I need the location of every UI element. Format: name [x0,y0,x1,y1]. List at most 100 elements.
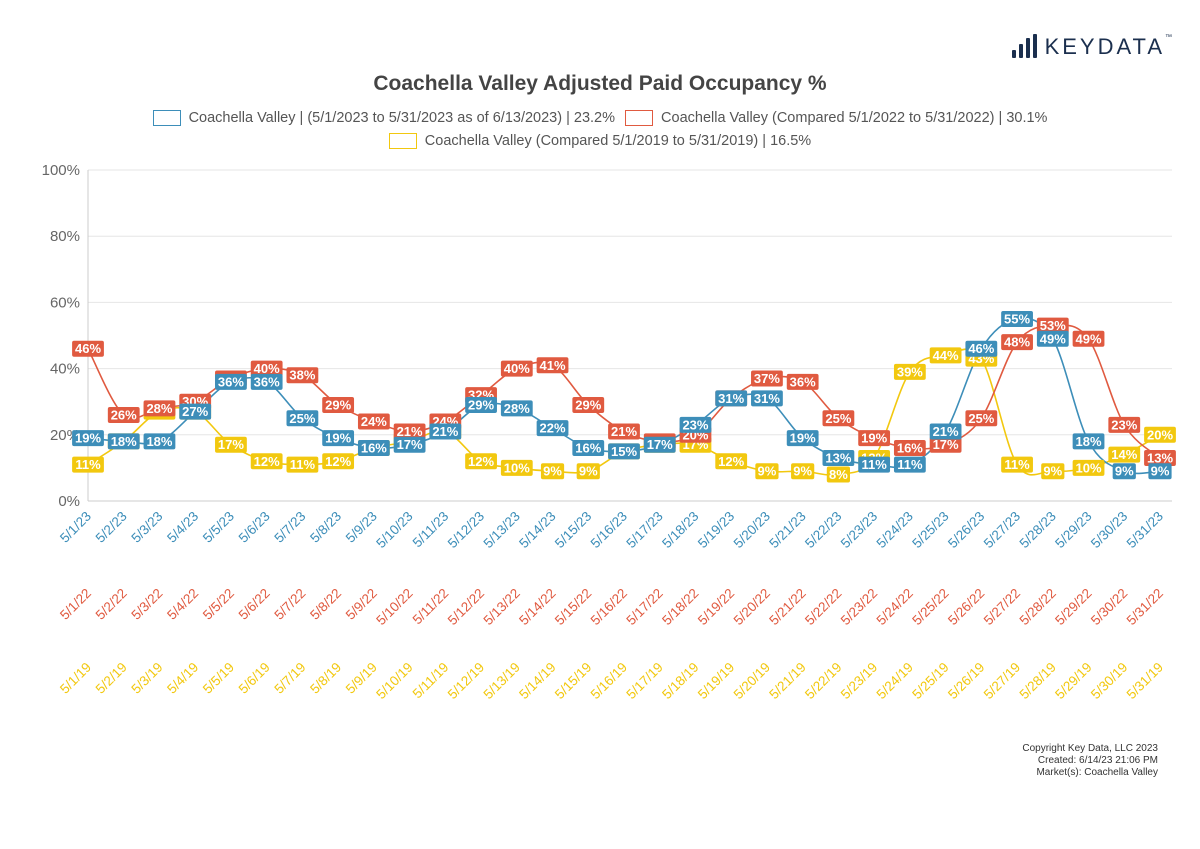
data-label-bg [1072,459,1105,476]
data-label-text: 9% [543,464,562,479]
data-label-text: 25% [289,411,315,426]
x-tick-label-2022: 5/1/22 [57,586,94,623]
data-label-2023-27: 49% [1036,330,1069,347]
legend-item-2022[interactable]: Coachella Valley (Compared 5/1/2022 to 5… [625,110,1047,126]
data-label-text: 40% [254,361,280,376]
data-label-2023-5: 36% [250,373,283,390]
data-label-2023-3: 27% [179,403,212,420]
data-label-text: 11% [1004,457,1030,472]
x-tick-label-2023: 5/23/23 [838,509,880,551]
chart-title: Coachella Valley Adjusted Paid Occupancy… [373,72,827,95]
y-tick-label: 40% [50,361,80,378]
data-label-2019-14: 9% [576,463,600,480]
data-label-bg [1036,317,1069,334]
x-tick-label-2022: 5/20/22 [731,586,773,628]
x-tick-label-2019: 5/25/19 [909,660,951,702]
legend-label-2023: Coachella Valley | (5/1/2023 to 5/31/202… [188,110,616,126]
data-label-text: 11% [897,457,923,472]
x-tick-label-2023: 5/1/23 [57,509,94,546]
data-label-text: 40% [504,361,530,376]
data-label-text: 9% [1043,464,1062,479]
data-label-bg [72,430,104,447]
data-label-2022-14: 29% [572,397,605,414]
x-tick-label-2023: 5/31/23 [1124,509,1166,551]
data-label-bg [858,456,891,473]
data-label-bg [751,390,783,407]
data-label-text: 46% [968,341,994,356]
x-tick-label-2023: 5/24/23 [874,509,916,551]
legend-item-2023[interactable]: Coachella Valley | (5/1/2023 to 5/31/202… [152,110,616,126]
x-tick-label-2023: 5/28/23 [1016,509,1058,551]
data-label-text: 12% [254,454,280,469]
data-label-2023-10: 21% [429,423,462,440]
data-label-2019-26: 11% [1001,456,1033,473]
data-label-2023-4: 36% [215,373,247,390]
data-label-bg [357,413,390,430]
x-tick-label-2022: 5/28/22 [1016,586,1058,628]
data-label-bg [536,357,569,374]
x-tick-label-2019: 5/24/19 [874,660,916,702]
data-label-text: 17% [647,437,673,452]
x-tick-label-2023: 5/25/23 [909,509,951,551]
data-label-2019-6: 11% [286,456,319,473]
x-tick-label-2019: 5/18/19 [659,660,701,702]
x-tick-label-2022: 5/29/22 [1052,586,1094,628]
x-tick-label-2022: 5/23/22 [838,586,880,628]
data-label-bg [286,410,319,427]
legend-swatch-yellow [388,133,417,149]
data-label-bg [215,373,247,390]
x-tick-label-2022: 5/16/22 [588,586,630,628]
data-label-2023-15: 15% [608,443,640,460]
data-label-bg [572,440,605,457]
data-label-bg [322,453,355,470]
data-label-text: 16% [897,441,923,456]
data-label-2022-21: 25% [822,410,855,427]
data-label-text: 39% [897,364,923,379]
data-label-text: 21% [432,424,458,439]
data-label-text: 29% [575,398,601,413]
data-label-bg [965,410,998,427]
data-label-2019-7: 12% [322,453,355,470]
data-label-bg [755,463,779,480]
x-tick-label-2023: 5/6/23 [236,509,273,546]
x-tick-label-2022: 5/8/22 [307,586,344,623]
data-label-text: 12% [718,454,744,469]
data-label-text: 21% [397,424,423,439]
x-tick-label-2019: 5/19/19 [695,660,737,702]
data-label-text: 31% [754,391,780,406]
data-label-bg [250,373,283,390]
data-label-bg [751,370,783,387]
data-label-text: 29% [468,398,494,413]
legend-swatch-red [625,110,654,126]
data-label-2019-24: 44% [929,347,962,364]
x-tick-label-2019: 5/3/19 [128,660,165,697]
legend-item-2019[interactable]: Coachella Valley (Compared 5/1/2019 to 5… [388,133,811,149]
x-tick-label-2023: 5/8/23 [307,509,344,546]
legend-row-1: Coachella Valley | (5/1/2023 to 5/31/202… [0,110,1200,130]
x-tick-label-2022: 5/24/22 [874,586,916,628]
data-label-text: 11% [290,457,316,472]
data-label-2022-8: 24% [357,413,390,430]
x-tick-label-2022: 5/3/22 [128,586,165,623]
data-label-2022-28: 49% [1072,330,1105,347]
data-label-bg [1001,456,1033,473]
x-tick-label-2022: 5/15/22 [552,586,594,628]
data-label-2023-8: 16% [357,440,390,457]
data-label-2022-6: 38% [286,367,319,384]
x-tick-label-2019: 5/16/19 [588,660,630,702]
data-label-text: 23% [1111,417,1137,432]
data-label-bg [715,453,748,470]
x-tick-label-2022: 5/18/22 [659,586,701,628]
data-label-text: 17% [933,437,959,452]
data-label-bg [72,340,104,357]
logo-bars-icon [1011,34,1037,58]
footer-market: Market(s): Coachella Valley [1036,767,1158,778]
data-label-text: 8% [829,467,848,482]
x-tick-label-2023: 5/12/23 [445,509,487,551]
x-tick-label-2023: 5/2/23 [93,509,130,546]
data-label-text: 53% [1040,318,1066,333]
data-label-text: 36% [790,374,816,389]
data-label-text: 9% [758,464,777,479]
data-label-2022-30: 13% [1144,449,1176,466]
